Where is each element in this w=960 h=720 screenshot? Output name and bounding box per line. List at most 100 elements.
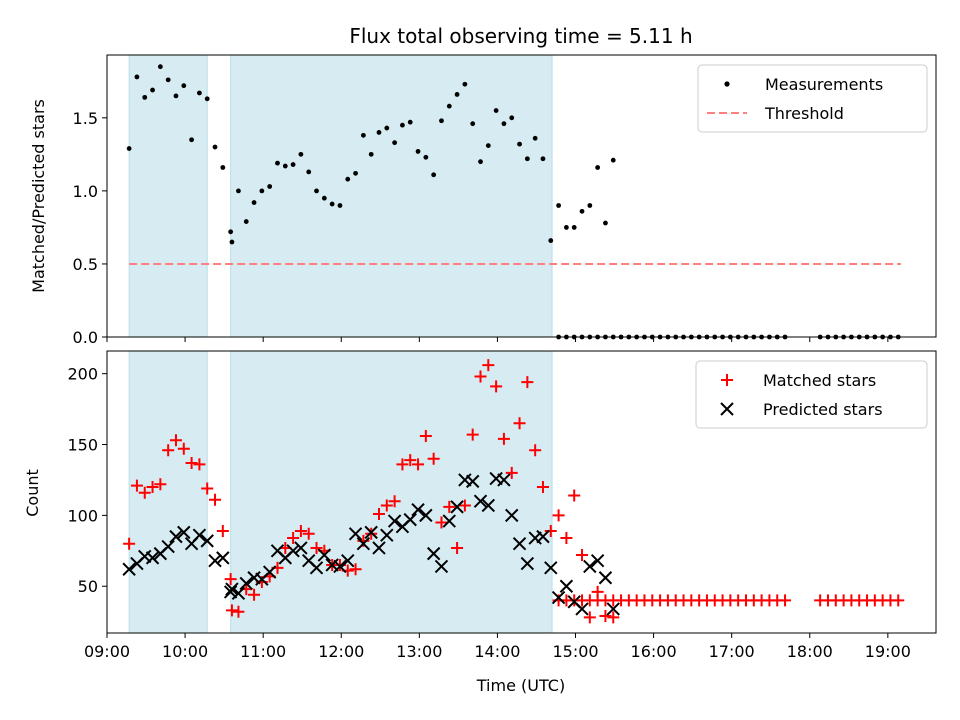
bottom-panel: 09:00 10:00 11:00 12:00 13:00 14:00 15:00 16:00… bbox=[23, 350, 937, 695]
matched-star-marker bbox=[490, 380, 503, 393]
matched-star-marker bbox=[248, 588, 261, 601]
bottom-plot-frame bbox=[106, 350, 937, 634]
predicted-star-marker bbox=[177, 525, 191, 540]
matched-star-marker bbox=[404, 454, 417, 467]
shaded-interval-1 bbox=[230, 54, 553, 338]
matched-star-marker bbox=[536, 481, 549, 494]
bottom-legend: Matched stars Predicted stars bbox=[695, 360, 928, 429]
top-shaded-intervals bbox=[128, 54, 553, 338]
measurement-point bbox=[173, 93, 179, 99]
measurement-point bbox=[150, 87, 155, 93]
measurement-point bbox=[282, 163, 288, 169]
predicted-star-marker bbox=[450, 500, 464, 514]
predicted-star-marker bbox=[333, 559, 347, 574]
x-tick-label: 17:00 bbox=[709, 642, 755, 661]
matched-star-marker bbox=[146, 481, 159, 494]
measurement-point bbox=[595, 165, 601, 170]
measurement-point bbox=[454, 92, 460, 97]
bottom-y-tick-label: 100 bbox=[67, 506, 98, 525]
measurement-point bbox=[431, 172, 437, 178]
matched-star-marker bbox=[224, 573, 237, 586]
measurement-point bbox=[579, 208, 585, 214]
bottom-shaded-intervals bbox=[128, 350, 553, 634]
predicted-star-marker bbox=[262, 565, 277, 579]
measurement-point bbox=[587, 203, 593, 208]
predicted-star-marker bbox=[239, 576, 253, 591]
measurement-point bbox=[478, 159, 483, 165]
predicted-star-marker bbox=[411, 503, 425, 517]
matched-star-marker bbox=[162, 444, 175, 457]
matched-star-marker bbox=[583, 611, 596, 624]
matched-star-marker bbox=[427, 452, 440, 465]
top-y-tick-label: 0.0 bbox=[73, 328, 98, 347]
measurement-point bbox=[229, 239, 235, 245]
matched-star-marker bbox=[177, 442, 190, 455]
matched-star-marker bbox=[607, 611, 620, 624]
predicted-star-marker bbox=[559, 579, 574, 593]
measurement-point bbox=[290, 162, 296, 167]
measurement-point bbox=[548, 238, 554, 243]
measurement-point bbox=[532, 135, 538, 141]
predicted-star-marker bbox=[505, 508, 519, 523]
x-tick-label: 16:00 bbox=[631, 642, 677, 661]
matched-star-marker bbox=[225, 604, 238, 617]
legend-measurements-marker bbox=[724, 81, 730, 87]
top-panel: 0.0 0.5 1.0 1.5 Matched/Predicted stars Mea… bbox=[29, 54, 937, 347]
matched-star-marker bbox=[552, 509, 565, 522]
top-y-tick-label: 1.0 bbox=[73, 182, 98, 201]
matched-star-marker bbox=[185, 456, 198, 469]
measurement-point bbox=[181, 83, 187, 89]
matched-star-marker bbox=[497, 432, 510, 445]
matched-star-marker bbox=[482, 359, 495, 372]
predicted-star-marker bbox=[520, 556, 535, 571]
matched-star-marker bbox=[505, 466, 518, 479]
matched-star-marker bbox=[372, 507, 385, 520]
measurement-point bbox=[353, 170, 358, 176]
legend-predicted-marker bbox=[720, 402, 734, 416]
shaded-interval-1 bbox=[230, 350, 553, 634]
matched-star-marker bbox=[458, 499, 471, 512]
measurement-point bbox=[501, 121, 507, 127]
bottom-legend-box bbox=[695, 360, 928, 429]
predicted-star-marker bbox=[583, 559, 597, 574]
predicted-star-marker bbox=[356, 537, 371, 551]
measurement-point bbox=[212, 144, 218, 150]
matched-star-marker bbox=[209, 493, 222, 506]
matched-star-marker-baseline bbox=[779, 594, 792, 607]
predicted-star-marker bbox=[169, 529, 183, 544]
matched-star-marker bbox=[576, 549, 589, 562]
predicted-star-marker bbox=[372, 541, 386, 555]
matched-star-marker bbox=[365, 527, 378, 540]
matched-star-marker bbox=[435, 516, 448, 529]
measurement-point bbox=[400, 122, 405, 128]
matched-star-marker bbox=[568, 489, 581, 502]
matched-star-marker bbox=[154, 478, 167, 491]
predicted-star-marker bbox=[598, 571, 613, 585]
legend-matched-marker bbox=[721, 374, 733, 386]
x-tick-label: 12:00 bbox=[318, 642, 364, 661]
measurement-point bbox=[126, 146, 132, 151]
measurement-point bbox=[157, 64, 163, 70]
measurement-point bbox=[407, 119, 413, 125]
predicted-star-marker bbox=[208, 554, 222, 568]
measurement-point bbox=[485, 143, 491, 148]
predicted-star-marker bbox=[536, 529, 550, 544]
predicted-star-marker bbox=[481, 498, 496, 513]
matched-star-marker bbox=[599, 609, 612, 622]
measurement-point bbox=[204, 96, 210, 102]
measurement-point bbox=[189, 137, 194, 143]
top-plot-frame bbox=[106, 54, 937, 338]
predicted-star-marker bbox=[200, 534, 214, 548]
predicted-star-marker bbox=[512, 537, 527, 551]
x-tick-label: 15:00 bbox=[552, 642, 598, 661]
legend-measurements-label: Measurements bbox=[765, 75, 883, 94]
measurement-point bbox=[376, 130, 382, 135]
matched-star-marker bbox=[474, 370, 487, 383]
measurement-point bbox=[197, 90, 202, 96]
x-tick-label: 13:00 bbox=[396, 642, 442, 661]
measurement-point bbox=[446, 103, 452, 109]
x-tick-label: 09:00 bbox=[84, 642, 130, 661]
measurement-point bbox=[345, 176, 351, 182]
measurement-point bbox=[603, 220, 608, 226]
measurement-point bbox=[524, 156, 530, 162]
